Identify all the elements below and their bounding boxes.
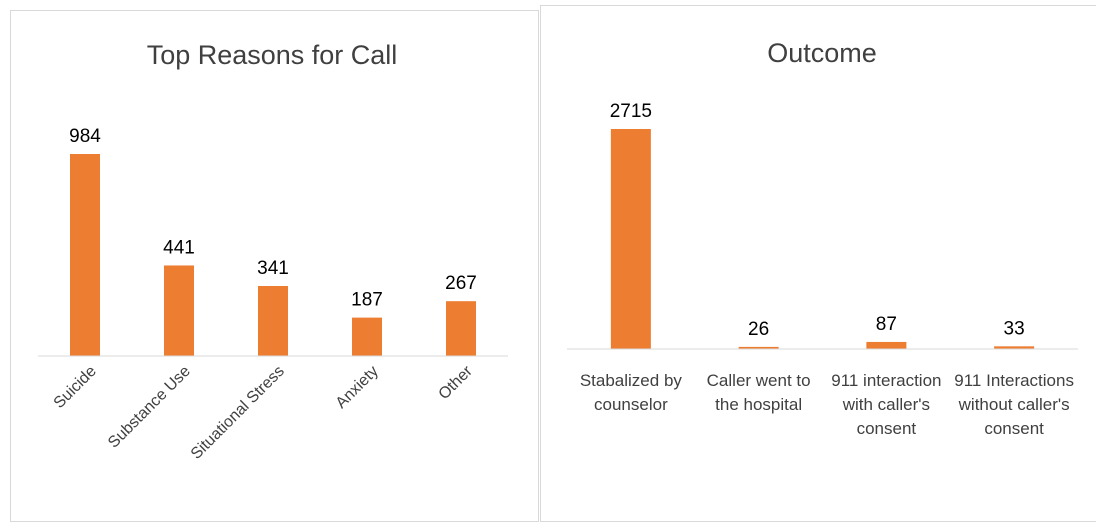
value-label: 341 <box>257 258 289 279</box>
value-label: 87 <box>876 314 897 335</box>
category-label: Stabalized by counselor <box>579 371 682 414</box>
value-label: 26 <box>748 319 769 340</box>
bar <box>994 346 1035 349</box>
value-label: 267 <box>445 273 477 294</box>
bar <box>866 341 907 349</box>
value-label: 441 <box>163 237 195 258</box>
chart-title: Top Reasons for Call <box>147 40 398 70</box>
bar <box>446 301 476 356</box>
chart-title: Outcome <box>767 38 877 68</box>
bar <box>258 285 288 356</box>
value-label: 2715 <box>610 101 652 122</box>
bar <box>610 129 651 349</box>
category-label: Substance Use <box>105 363 194 452</box>
value-label: 33 <box>1004 318 1025 339</box>
bar <box>352 317 382 356</box>
category-label: Caller went to the hospital <box>706 371 811 414</box>
bar <box>70 154 100 356</box>
category-label: Other <box>436 362 477 403</box>
bar <box>164 265 194 356</box>
category-label: Suicide <box>51 363 100 412</box>
value-label: 984 <box>69 126 101 147</box>
category-label: Anxiety <box>333 363 382 412</box>
category-label: Situational Stress <box>188 363 288 463</box>
category-label: 911 interaction with caller's consent <box>831 371 942 438</box>
category-label: 911 Interactions without caller's consen… <box>954 371 1074 438</box>
bar <box>738 346 779 349</box>
value-label: 187 <box>351 290 383 311</box>
